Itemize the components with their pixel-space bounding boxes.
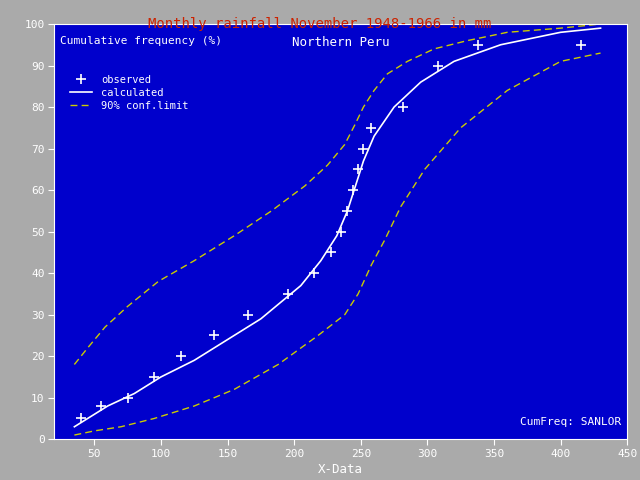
Text: Northern Peru: Northern Peru: [292, 36, 390, 49]
Text: Monthly rainfall November 1948-1966 in mm: Monthly rainfall November 1948-1966 in m…: [148, 17, 492, 31]
Text: Cumulative frequency (%): Cumulative frequency (%): [60, 36, 222, 47]
X-axis label: X-Data: X-Data: [318, 463, 364, 476]
Legend: observed, calculated, 90% conf.limit: observed, calculated, 90% conf.limit: [65, 71, 193, 115]
Text: CumFreq: SANLOR: CumFreq: SANLOR: [520, 417, 621, 427]
